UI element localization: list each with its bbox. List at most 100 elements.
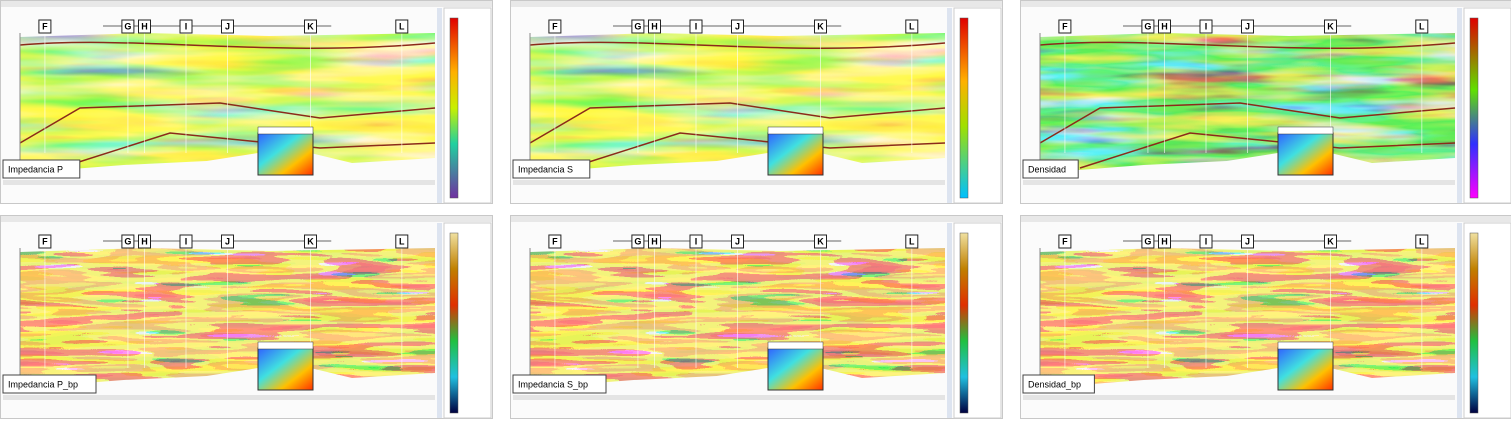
well-marker	[38, 19, 52, 34]
well-label: F	[1062, 21, 1068, 31]
well-label: H	[651, 21, 658, 31]
label-box	[1022, 374, 1095, 394]
label-box	[2, 159, 81, 179]
well-marker	[1241, 234, 1254, 249]
inset-title	[1277, 341, 1334, 350]
well-label: G	[1144, 236, 1151, 246]
well-label: L	[1419, 21, 1425, 31]
horizon	[59, 132, 436, 169]
inset-map	[257, 347, 314, 391]
well-marker	[304, 19, 317, 34]
well-marker	[731, 19, 744, 34]
well-label: J	[225, 236, 230, 246]
well-marker	[1058, 19, 1072, 34]
horizon	[569, 132, 946, 169]
well-label: G	[124, 236, 131, 246]
well-marker	[138, 19, 151, 34]
well-marker	[1415, 234, 1429, 249]
well-label: J	[1245, 21, 1250, 31]
well-label: H	[651, 236, 658, 246]
well-label: J	[225, 21, 230, 31]
well-label: G	[634, 21, 641, 31]
toolbar	[947, 8, 952, 203]
well-marker	[814, 234, 827, 249]
panel: F G H I J K L Impedancia P	[0, 0, 493, 204]
well-marker	[689, 234, 703, 249]
well-label: K	[1327, 236, 1334, 246]
well-marker	[1158, 234, 1171, 249]
panel-label: Densidad	[1028, 164, 1066, 174]
panel: F G H I J K L Impedancia P_bp	[0, 215, 493, 419]
well-label: G	[1144, 21, 1151, 31]
well-label: K	[307, 21, 314, 31]
well-marker	[689, 19, 703, 34]
title-bar	[1021, 216, 1511, 222]
scrollbar	[1023, 395, 1455, 400]
inset-title	[1277, 126, 1334, 135]
inset-map	[257, 132, 314, 176]
well-marker	[1199, 19, 1213, 34]
well-marker	[631, 19, 645, 34]
panel-label: Impedancia S_bp	[518, 379, 588, 389]
well-marker	[1058, 234, 1072, 249]
toolbar	[437, 8, 442, 203]
panel: F G H I J K L Densidad	[1020, 0, 1511, 204]
scrollbar	[513, 395, 945, 400]
well-marker	[1141, 19, 1155, 34]
title-bar	[1, 216, 492, 222]
toolbar	[437, 223, 442, 418]
panel: F G H I J K L Densidad_bp	[1020, 215, 1511, 419]
well-marker	[648, 234, 661, 249]
well-label: L	[1419, 236, 1425, 246]
well-marker	[304, 234, 317, 249]
well-label: I	[695, 236, 698, 246]
well-marker	[221, 234, 234, 249]
well-label: H	[1161, 236, 1168, 246]
well-label: I	[185, 236, 188, 246]
well-marker	[1324, 234, 1337, 249]
panel-label: Impedancia S	[518, 164, 573, 174]
well-label: F	[42, 21, 48, 31]
inset-title	[257, 126, 314, 135]
horizon	[529, 102, 946, 144]
title-bar	[1, 1, 492, 7]
inset-title	[767, 126, 824, 135]
well-marker	[221, 19, 234, 34]
well-marker	[631, 234, 645, 249]
well-label: G	[124, 21, 131, 31]
horizon	[19, 41, 436, 49]
toolbar	[1457, 223, 1462, 418]
well-label: F	[552, 236, 558, 246]
panel: F G H I J K L Impedancia S_bp	[510, 215, 1003, 419]
well-marker	[395, 19, 409, 34]
label-box	[1022, 159, 1079, 179]
well-marker	[121, 234, 135, 249]
well-label: F	[42, 236, 48, 246]
well-marker	[1158, 19, 1171, 34]
well-label: K	[1327, 21, 1334, 31]
title-bar	[511, 1, 1002, 7]
colorbar	[1469, 232, 1479, 414]
well-label: I	[695, 21, 698, 31]
well-marker	[814, 19, 827, 34]
well-marker	[1415, 19, 1429, 34]
well-label: L	[909, 21, 915, 31]
colorbar	[449, 17, 459, 199]
inset-map	[767, 132, 824, 176]
inset-title	[767, 341, 824, 350]
label-box	[2, 374, 97, 394]
well-marker	[395, 234, 409, 249]
well-label: K	[307, 236, 314, 246]
colorbar	[449, 232, 459, 414]
well-marker	[1199, 234, 1213, 249]
title-bar	[511, 216, 1002, 222]
well-marker	[648, 19, 661, 34]
well-label: H	[1161, 21, 1168, 31]
well-marker	[179, 234, 193, 249]
well-label: J	[735, 236, 740, 246]
inset-map	[1277, 132, 1334, 176]
scrollbar	[3, 395, 435, 400]
toolbar	[1457, 8, 1462, 203]
well-marker	[905, 19, 919, 34]
